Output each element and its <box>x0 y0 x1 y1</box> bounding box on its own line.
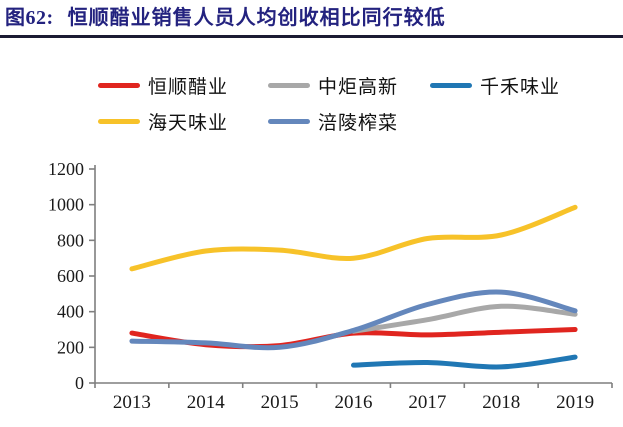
x-tick-label: 2017 <box>408 392 446 413</box>
y-tick-label: 1000 <box>48 195 84 215</box>
figure-number: 图62: <box>5 7 54 29</box>
series-line-fuling-zhacai <box>129 289 578 351</box>
x-tick-label: 2018 <box>482 392 520 413</box>
y-tick-label: 0 <box>75 373 84 393</box>
legend-label-zhongju-hitech: 中炬高新 <box>318 77 399 98</box>
legend-item-hengshun-vinegar: 恒顺醋业 <box>98 72 228 99</box>
chart-legend: 恒顺醋业 中炬高新 千禾味业海天味业 涪陵榨菜 <box>0 0 623 140</box>
legend-swatch-zhongju-hitech <box>268 83 310 88</box>
x-tick-label: 2013 <box>113 392 151 413</box>
series-line-zhongju-hitech <box>351 303 578 334</box>
legend-label-fuling-zhacai: 涪陵榨菜 <box>318 113 399 134</box>
x-tick-label: 2016 <box>335 392 373 413</box>
series-line-qianhe-flavour <box>351 354 578 370</box>
x-tick-label: 2014 <box>187 392 226 413</box>
figure-title-text: 恒顺醋业销售人员人均创收相比同行较低 <box>67 7 446 29</box>
legend-item-zhongju-hitech: 中炬高新 <box>268 72 398 99</box>
legend-label-qianhe-flavour: 千禾味业 <box>480 77 561 98</box>
y-tick-label: 200 <box>57 337 84 357</box>
legend-swatch-qianhe-flavour <box>430 83 472 88</box>
title-divider <box>0 35 623 38</box>
y-tick-label: 400 <box>57 302 84 322</box>
legend-swatch-fuling-zhacai <box>268 119 310 124</box>
series-line-haitian-flavour <box>129 204 578 272</box>
legend-item-qianhe-flavour: 千禾味业 <box>430 72 560 99</box>
figure-title: 图62: 恒顺醋业销售人员人均创收相比同行较低 <box>5 5 620 31</box>
legend-label-hengshun-vinegar: 恒顺醋业 <box>148 77 229 98</box>
x-tick-label: 2019 <box>556 392 594 413</box>
x-tick-label: 2015 <box>261 392 299 413</box>
legend-swatch-hengshun-vinegar <box>98 83 140 88</box>
legend-label-haitian-flavour: 海天味业 <box>148 113 229 134</box>
y-tick-label: 800 <box>57 230 84 250</box>
y-tick-label: 1200 <box>48 159 84 179</box>
legend-swatch-haitian-flavour <box>98 119 140 124</box>
legend-item-fuling-zhacai: 涪陵榨菜 <box>268 108 398 135</box>
legend-item-haitian-flavour: 海天味业 <box>98 108 228 135</box>
y-tick-label: 600 <box>57 266 84 286</box>
